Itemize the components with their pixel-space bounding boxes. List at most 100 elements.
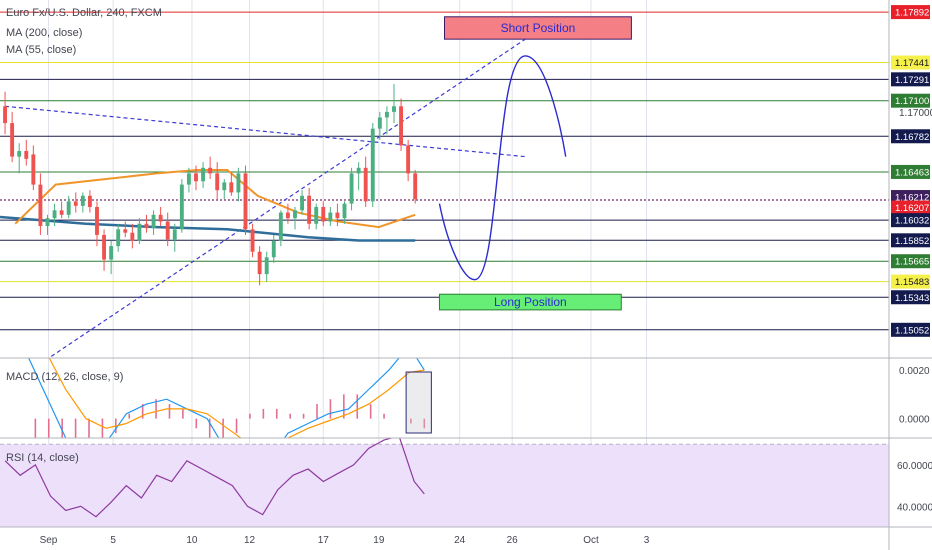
candle-body <box>144 223 149 229</box>
time-tick-label: 19 <box>373 535 385 546</box>
candle-body <box>158 214 163 222</box>
candle-body <box>80 195 85 206</box>
candle-body <box>116 229 121 247</box>
price-tag-label: 1.16463 <box>895 167 929 178</box>
projection-curve <box>438 55 567 281</box>
price-tag <box>891 72 930 87</box>
price-tag-label: 1.17291 <box>895 75 929 86</box>
price-axis[interactable]: 1.17000 1.17892 1.17441 1.17291 1.17100 1.167… <box>891 5 932 513</box>
rsi-tick-label: 60.0000 <box>897 461 932 472</box>
price-tag-label: 1.16782 <box>895 132 929 143</box>
trendline <box>47 38 526 358</box>
price-tag-label: 1.16032 <box>895 216 929 227</box>
time-tick-label: 12 <box>244 535 256 546</box>
candle-body <box>392 106 396 112</box>
candle-body <box>186 173 191 185</box>
price-tag-label: 1.17100 <box>895 96 929 107</box>
candle-body <box>314 206 319 224</box>
candle-body <box>172 229 177 240</box>
candle-body <box>406 145 411 174</box>
candle-body <box>349 173 354 204</box>
candle-body <box>342 203 347 219</box>
candle-body <box>321 206 326 222</box>
price-tag-label: 1.16212 <box>895 193 929 204</box>
candle-body <box>130 232 135 241</box>
price-tag-label: 1.16207 <box>895 203 929 214</box>
candle-body <box>3 106 7 124</box>
price-tag <box>891 164 930 179</box>
candle-body <box>278 212 283 241</box>
price-tag <box>891 129 930 144</box>
candle-body <box>300 195 305 211</box>
macd-legend: MACD (12, 26, close, 9) <box>6 371 124 383</box>
trendlines[interactable] <box>4 38 526 360</box>
candle-body <box>165 221 170 240</box>
long-position-label: Long Position <box>494 295 567 309</box>
short-position-box <box>444 16 632 40</box>
price-projection[interactable] <box>438 55 567 281</box>
rsi-line <box>4 438 425 518</box>
price-tag-label: 1.15483 <box>895 277 929 288</box>
candle-body <box>179 184 184 230</box>
candle-body <box>123 229 128 233</box>
candle-body <box>109 246 114 260</box>
candle-body <box>356 167 361 174</box>
time-tick-label: 26 <box>507 535 519 546</box>
macd-line <box>28 358 425 438</box>
candle-body <box>24 151 29 159</box>
position-boxes[interactable]: Short Position Long Position <box>438 16 632 311</box>
candle-body <box>229 182 234 193</box>
ma55-line <box>14 169 416 229</box>
macd-tick-label: 0.0000 <box>899 415 930 426</box>
candle-body <box>59 210 64 215</box>
price-tick-label: 1.17000 <box>899 108 932 119</box>
price-tag-label: 1.15665 <box>895 257 929 268</box>
rsi-tick-label: 40.0000 <box>897 502 932 513</box>
time-tick-label: 24 <box>454 535 466 546</box>
candle-body <box>45 218 50 226</box>
overlay-legend-ma200: MA (200, close) <box>6 27 83 39</box>
time-tick-label: 17 <box>318 535 330 546</box>
rsi-legend: RSI (14, close) <box>6 452 79 464</box>
candle-body <box>17 151 22 157</box>
price-tag <box>891 55 930 70</box>
candle-body <box>194 173 198 182</box>
price-tag <box>891 93 930 108</box>
rsi-background <box>0 443 889 528</box>
time-tick-label: 10 <box>186 535 198 546</box>
price-tag <box>891 274 930 289</box>
chart-title: Euro Fx/U.S. Dollar, 240, FXCM <box>6 7 162 19</box>
price-tag <box>891 290 930 305</box>
candle-body <box>201 167 206 182</box>
horizontal-levels[interactable] <box>0 11 889 331</box>
price-tag <box>891 190 930 205</box>
price-tag <box>891 213 930 228</box>
candle-body <box>66 201 71 215</box>
candle-body <box>87 195 92 207</box>
candle-body <box>250 229 255 252</box>
candle-body <box>38 184 43 226</box>
candle-body <box>208 167 213 174</box>
candle-body <box>215 173 220 191</box>
candle-body <box>31 154 36 185</box>
macd-highlight-box <box>405 371 432 434</box>
grid <box>47 0 648 527</box>
candle-body <box>243 173 248 230</box>
candle-body <box>102 234 106 260</box>
rsi-pane <box>4 438 425 518</box>
macd-pane <box>28 358 432 438</box>
candle-body <box>335 212 340 219</box>
candle-body <box>271 240 276 258</box>
long-position-box <box>438 293 622 311</box>
candle-body <box>399 106 404 146</box>
time-tick-label: Oct <box>583 535 599 546</box>
price-tag <box>891 254 930 269</box>
candle-body <box>370 128 375 202</box>
price-tag <box>891 200 930 215</box>
candle-body <box>363 167 368 202</box>
price-tag-label: 1.15052 <box>895 325 929 336</box>
time-axis[interactable]: Sep 5 10 12 17 19 24 26 Oct 3 <box>40 535 650 546</box>
candle-body <box>413 173 418 200</box>
